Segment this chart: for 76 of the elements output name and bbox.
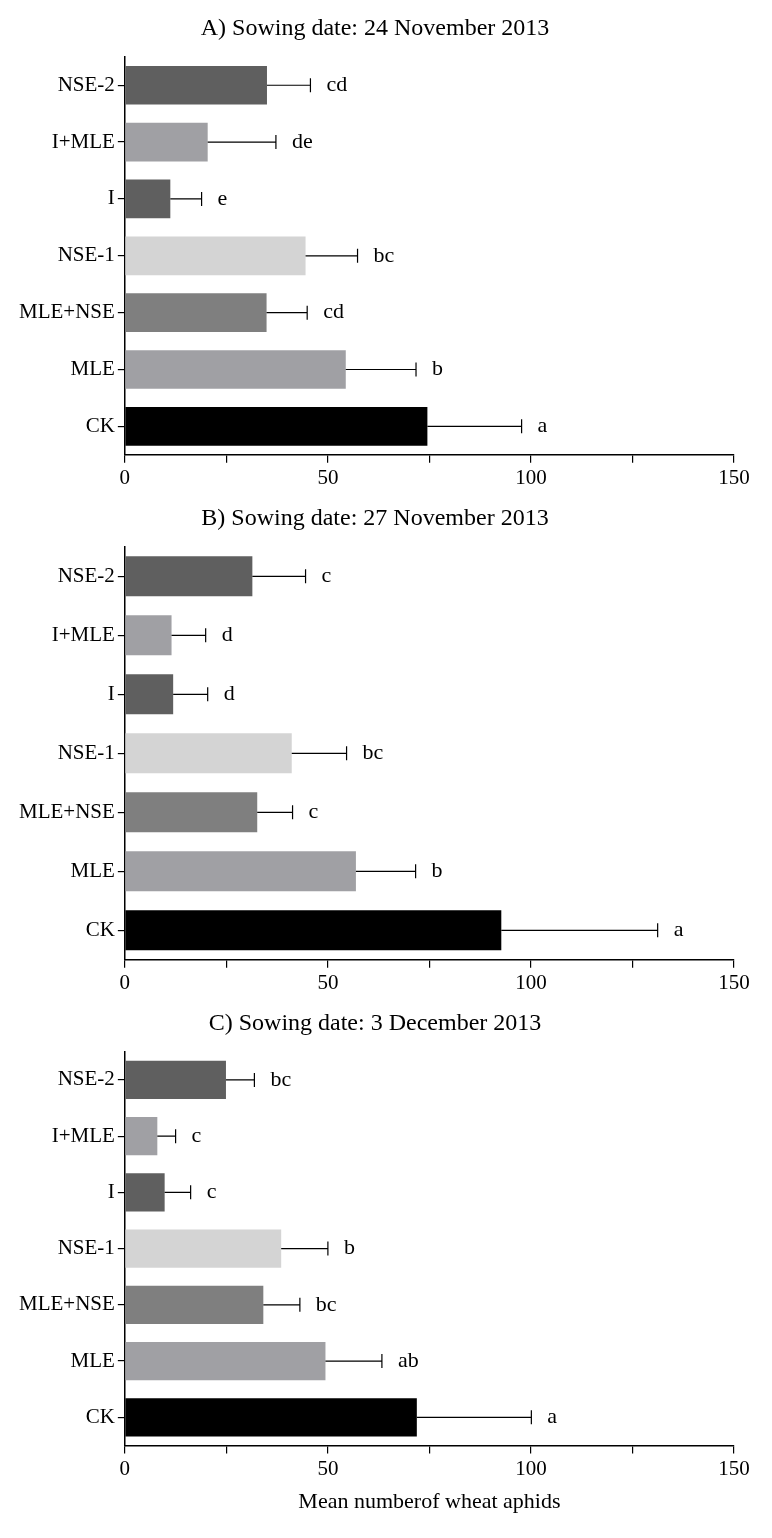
y-tick-label: NSE-2 — [57, 562, 115, 587]
bar — [125, 615, 172, 656]
y-tick-label: NSE-1 — [57, 739, 115, 764]
bar — [125, 1060, 226, 1100]
annotation: b — [432, 355, 444, 381]
bar — [125, 236, 306, 276]
x-tick-label: 150 — [718, 464, 750, 489]
annotation: c — [206, 1178, 217, 1204]
bar — [125, 65, 267, 105]
x-tick-label: 100 — [515, 464, 547, 489]
y-tick-label: CK — [85, 916, 115, 941]
y-tick-label: NSE-1 — [57, 242, 115, 267]
annotation: c — [321, 562, 332, 588]
bar — [125, 1117, 158, 1156]
chart-title: A) Sowing date: 24 November 2013 — [200, 13, 550, 40]
annotation: d — [221, 621, 233, 647]
bar — [125, 733, 292, 774]
y-tick-label: MLE — [70, 356, 115, 381]
x-tick-label: 100 — [515, 969, 547, 994]
annotation: bc — [315, 1290, 337, 1316]
y-tick-label: I — [107, 185, 115, 210]
x-tick-label: 0 — [119, 464, 131, 489]
annotation: b — [431, 857, 443, 883]
annotation: a — [547, 1403, 558, 1429]
bar — [125, 1173, 165, 1212]
bar — [125, 350, 346, 389]
annotation: c — [191, 1121, 202, 1147]
bar — [125, 1341, 326, 1381]
x-tick-label: 100 — [515, 1455, 547, 1480]
bar — [125, 293, 267, 332]
x-tick-label: 50 — [317, 464, 339, 489]
annotation: ab — [397, 1346, 419, 1372]
bar — [125, 179, 171, 219]
annotation: a — [673, 916, 684, 942]
annotation: e — [217, 184, 228, 210]
y-tick-label: MLE+NSE — [19, 299, 115, 324]
bar — [125, 1285, 264, 1324]
x-tick-label: 150 — [718, 969, 750, 994]
y-tick-label: CK — [85, 412, 115, 437]
x-tick-label: 50 — [317, 1455, 339, 1480]
annotation: bc — [270, 1065, 292, 1091]
y-tick-label: CK — [85, 1403, 115, 1428]
chart-title: C) Sowing date: 3 December 2013 — [208, 1008, 542, 1035]
annotation: bc — [362, 739, 384, 765]
y-tick-label: MLE — [70, 857, 115, 882]
annotation: cd — [323, 298, 344, 324]
annotation: d — [223, 680, 235, 706]
y-tick-label: I+MLE — [51, 128, 115, 153]
bar — [125, 122, 208, 162]
y-tick-label: NSE-1 — [57, 1235, 115, 1260]
x-tick-label: 0 — [119, 1455, 131, 1480]
y-tick-label: NSE-2 — [57, 1066, 115, 1091]
x-tick-label: 150 — [718, 1455, 750, 1480]
bar — [125, 1229, 282, 1268]
annotation: bc — [373, 241, 395, 267]
x-axis-title: Mean numberof wheat aphids — [298, 1487, 561, 1513]
y-tick-label: MLE+NSE — [19, 1291, 115, 1316]
bar — [125, 674, 174, 715]
annotation: b — [343, 1234, 355, 1260]
y-tick-label: MLE+NSE — [19, 798, 115, 823]
bar — [125, 851, 356, 892]
chart-title: B) Sowing date: 27 November 2013 — [201, 503, 549, 530]
y-tick-label: I+MLE — [51, 621, 115, 646]
annotation: a — [537, 412, 548, 438]
y-tick-label: I+MLE — [51, 1122, 115, 1147]
annotation: cd — [326, 71, 348, 97]
x-tick-label: 0 — [119, 969, 131, 994]
bar — [125, 792, 258, 833]
y-tick-label: I — [107, 680, 115, 705]
annotation: c — [308, 798, 319, 824]
annotation: de — [291, 127, 313, 153]
bar — [125, 556, 253, 597]
y-tick-label: I — [107, 1178, 115, 1203]
x-tick-label: 50 — [317, 969, 339, 994]
y-tick-label: MLE — [70, 1347, 115, 1372]
y-tick-label: NSE-2 — [57, 71, 115, 96]
